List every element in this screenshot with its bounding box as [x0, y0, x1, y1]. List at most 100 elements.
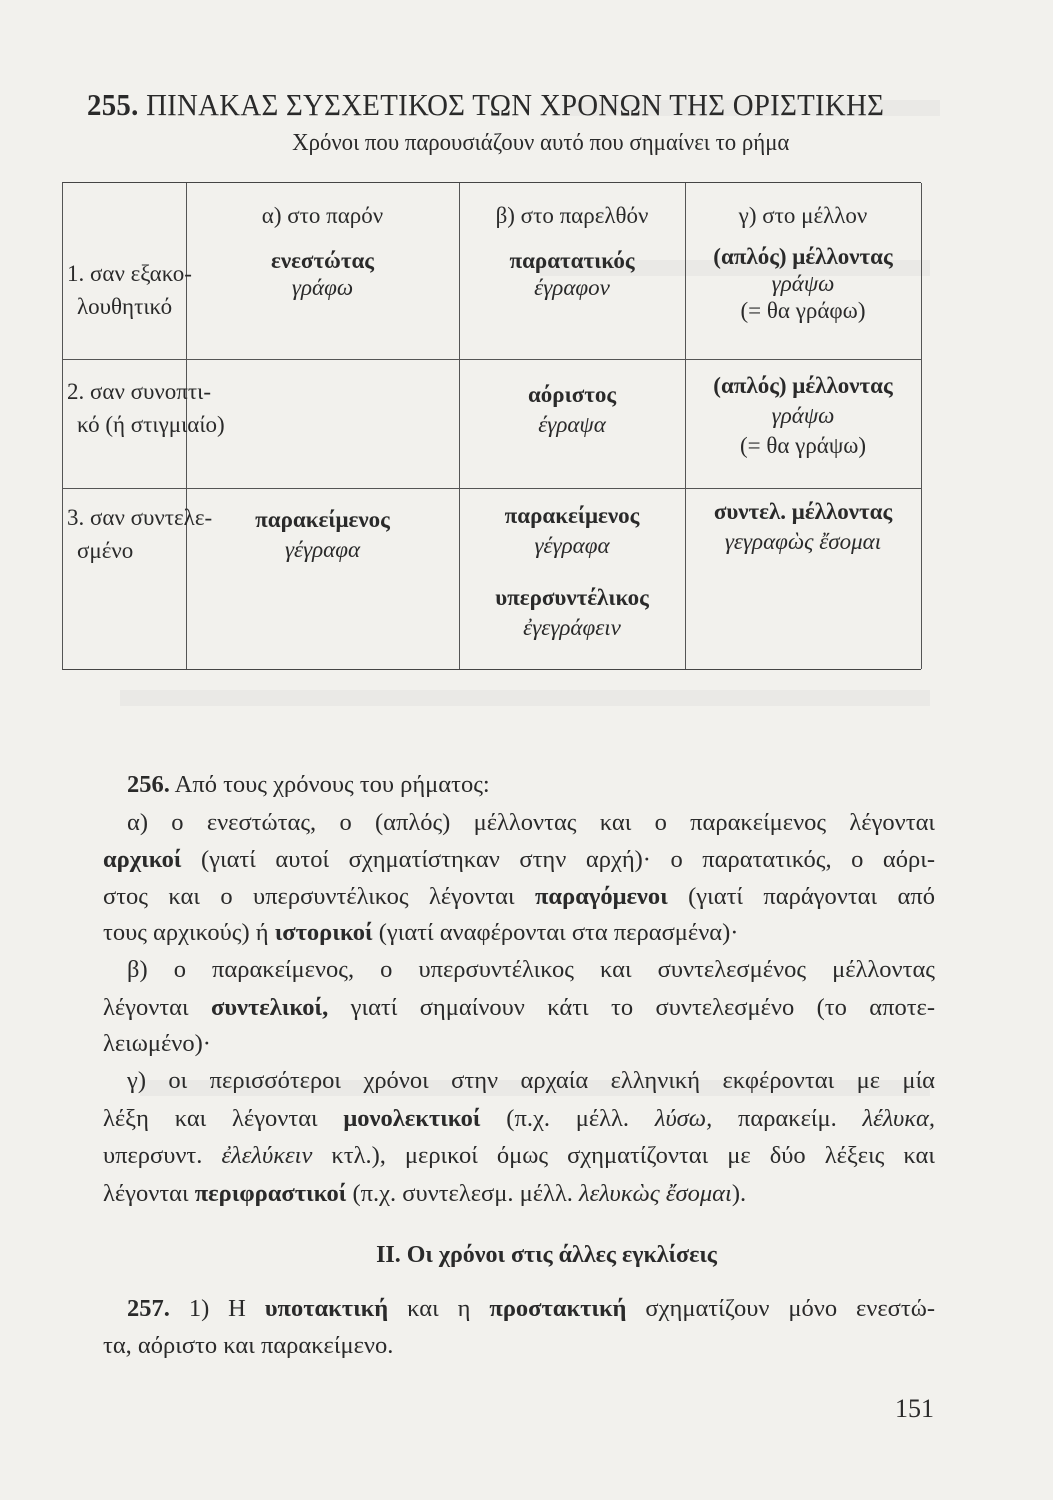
section-number: 255. [87, 87, 139, 122]
text-segment: και η [388, 1295, 490, 1322]
tense-name: συντελ. μέλλοντας [713, 499, 893, 524]
bold-term: υποτακτική [264, 1295, 389, 1322]
tense-example: έγραψα [538, 412, 606, 437]
table-right-border [921, 183, 922, 669]
italic-example: ἐλελύκειν [221, 1142, 313, 1169]
row-label-line: κό (ή στιγμιαίο) [77, 412, 225, 437]
tense-name: αόριστος [527, 382, 617, 407]
text-line: τα, αόριστο και παρακείμενο. [103, 1331, 935, 1361]
tense-example: ἐγεγράφειν [523, 615, 621, 640]
text-segment: (γιατί αναφέρονται στα περασμένα)· [372, 919, 739, 946]
tense-name: (απλός) μέλλοντας [713, 373, 893, 398]
text-segment: λέγονται [103, 994, 211, 1021]
page-number: 151 [895, 1394, 934, 1423]
tense-name: παρατατικός [509, 248, 635, 273]
text-segment: λειωμένο)· [103, 1030, 211, 1057]
bold-term: 256. [127, 771, 170, 798]
text-segment: γ) οι περισσότεροι χρόνοι στην αρχαία ελ… [127, 1067, 935, 1094]
row-label-3: 3. σαν συντελε-σμένο [67, 501, 212, 567]
column-header-future: γ) στο μέλλον [738, 203, 868, 228]
text-segment: (π.χ. συντελεσμ. μέλλ. [346, 1180, 580, 1207]
row-label-line: σμένο [77, 538, 134, 563]
tense-example: γέγραφα [534, 533, 610, 558]
text-segment: Από τους χρόνους του ρήματος: [169, 771, 490, 798]
text-line: α) ο ενεστώτας, ο (απλός) μέλλοντας και … [127, 808, 935, 838]
text-segment: λέξη και λέγονται [103, 1105, 344, 1132]
column-divider [685, 183, 686, 669]
section-heading: ΙΙ. Οι χρόνοι στις άλλες εγκλίσεις [376, 1242, 717, 1268]
text-line: στος και ο υπερσυντέλικος λέγονται παραγ… [103, 882, 935, 912]
text-segment: (γιατί παράγονται από [667, 883, 935, 910]
cell-past-1: παρατατικός έγραφον [459, 247, 685, 301]
italic-example: λελυκὼς ἔσομαι [579, 1180, 732, 1207]
cell-future-3: συντελ. μέλλοντας γεγραφὼς ἔσομαι [685, 497, 921, 557]
row-label-line: 1. σαν εξακο- [67, 261, 192, 286]
text-line: λέγονται συντελικοί, γιατί σημαίνουν κάτ… [103, 993, 935, 1023]
title-text: ΠΙΝΑΚΑΣ ΣΥΣΧΕΤΙΚΟΣ ΤΩΝ ΧΡΟΝΩΝ ΤΗΣ ΟΡΙΣΤΙ… [146, 87, 885, 122]
text-line: 257. 1) Η υποτακτική και η προστακτική σ… [127, 1294, 935, 1324]
table-subtitle: Χρόνοι που παρουσιάζουν αυτό που σημαίνε… [292, 130, 790, 156]
cell-present-3: παρακείμενος γέγραφα [186, 505, 459, 565]
text-line: λειωμένο)· [103, 1029, 935, 1059]
tense-name: υπερσυντέλικος [495, 585, 649, 610]
bold-term: περιφραστικοί [194, 1180, 347, 1207]
text-segment: σχηματίζουν μόνο ενεστώ- [626, 1295, 936, 1322]
text-segment: ). [731, 1180, 747, 1207]
tense-name: παρακείμενος [255, 507, 390, 532]
table-title: 255. ΠΙΝΑΚΑΣ ΣΥΣΧΕΤΙΚΟΣ ΤΩΝ ΧΡΟΝΩΝ ΤΗΣ Ο… [87, 87, 885, 122]
bold-term: μονολεκτικοί [343, 1105, 481, 1132]
cell-future-2: (απλός) μέλλοντας γράψω (= θα γράψω) [685, 371, 921, 461]
text-segment: τα, αόριστο και παρακείμενο. [103, 1332, 394, 1359]
tense-example: γράψω [771, 403, 835, 428]
bold-term: 257. [127, 1295, 170, 1322]
text-segment: α) ο ενεστώτας, ο (απλός) μέλλοντας και … [127, 809, 935, 836]
text-line: υπερσυντ. ἐλελύκειν κτλ.), μερικοί όμως … [103, 1141, 935, 1171]
text-line: τους αρχικούς) ή ιστορικοί (γιατί αναφέρ… [103, 918, 935, 948]
row-label-2: 2. σαν συνοπτι-κό (ή στιγμιαίο) [67, 375, 225, 441]
column-divider [459, 183, 460, 669]
italic-example: λύσω, [654, 1105, 713, 1132]
row-divider [63, 488, 921, 489]
row-label-line: 3. σαν συντελε- [67, 505, 213, 530]
text-segment: (π.χ. μέλλ. [480, 1105, 655, 1132]
text-segment: λέγονται [103, 1180, 195, 1207]
text-line: λέξη και λέγονται μονολεκτικοί (π.χ. μέλ… [103, 1104, 935, 1134]
row-label-1: 1. σαν εξακο-λουθητικό [67, 257, 192, 323]
bold-term: ιστορικοί [274, 919, 373, 946]
bold-term: παραγόμενοι [534, 883, 668, 910]
text-line: γ) οι περισσότεροι χρόνοι στην αρχαία ελ… [127, 1066, 935, 1096]
text-segment: τους αρχικούς) ή [103, 919, 275, 946]
tense-name: (απλός) μέλλοντας [713, 244, 893, 269]
tense-note: (= θα γράφω) [740, 298, 866, 323]
bold-term: αρχικοί [103, 846, 182, 873]
bold-term: προστακτική [489, 1295, 627, 1322]
text-segment: στος και ο υπερσυντέλικος λέγονται [103, 883, 535, 910]
italic-example: λέλυκα, [862, 1105, 935, 1132]
text-segment: παρακείμ. [712, 1105, 863, 1132]
column-header-past: β) στο παρελθόν [495, 203, 649, 228]
text-segment: κτλ.), μερικοί όμως σχηματίζονται με δύο… [312, 1142, 935, 1169]
column-divider [186, 183, 187, 669]
tense-example: γράφω [291, 275, 354, 300]
tense-name: παρακείμενος [504, 503, 640, 528]
text-line: λέγονται περιφραστικοί (π.χ. συντελεσμ. … [103, 1179, 935, 1209]
row-label-line: λουθητικό [77, 294, 173, 319]
text-segment: β) ο παρακείμενος, ο υπερσυντέλικος και … [127, 956, 935, 983]
text-segment: υπερσυντ. [103, 1142, 222, 1169]
cell-present-1: ενεστώτας γράφω [186, 247, 459, 301]
text-segment: γιατί σημαίνουν κάτι το συντελεσμένο (το… [328, 994, 935, 1021]
tense-note: (= θα γράψω) [739, 433, 867, 458]
row-divider [63, 359, 921, 360]
tense-example: γράψω [771, 271, 835, 296]
cell-past-3: παρακείμενος γέγραφα υπερσυντέλικος ἐγεγράφ… [459, 501, 685, 643]
tense-example: γέγραφα [284, 537, 361, 562]
text-segment: 1) Η [169, 1295, 265, 1322]
text-line: αρχικοί (γιατί αυτοί σχηματίστηκαν στην … [103, 845, 935, 875]
text-line: β) ο παρακείμενος, ο υπερσυντέλικος και … [127, 955, 935, 985]
row-label-line: 2. σαν συνοπτι- [67, 379, 211, 404]
bold-term: συντελικοί, [211, 994, 329, 1021]
text-line: 256. Από τους χρόνους του ρήματος: [127, 770, 935, 800]
cell-past-2: αόριστος έγραψα [459, 380, 685, 440]
tense-example: γεγραφὼς ἔσομαι [724, 529, 882, 554]
tense-name: ενεστώτας [271, 248, 374, 273]
